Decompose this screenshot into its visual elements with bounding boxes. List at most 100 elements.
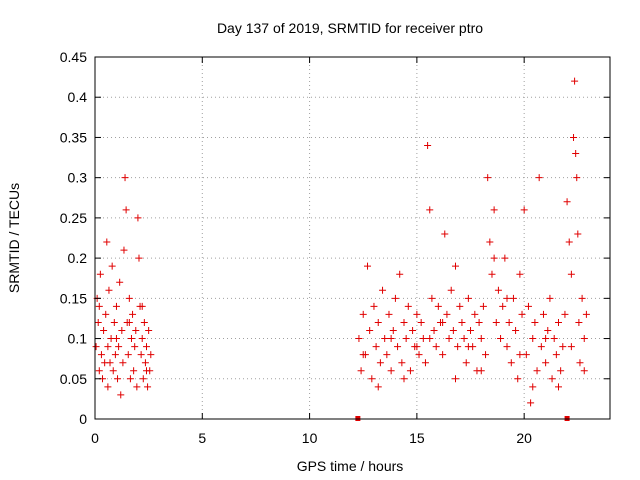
data-point <box>501 254 509 262</box>
data-point <box>103 238 111 246</box>
data-point <box>118 327 126 335</box>
data-point <box>396 270 404 278</box>
data-point <box>531 318 539 326</box>
data-point <box>552 351 560 359</box>
data-point <box>475 318 483 326</box>
data-point <box>514 375 522 383</box>
data-point <box>546 294 554 302</box>
data-point <box>443 310 451 318</box>
data-point <box>580 335 588 343</box>
axis-ticks: 0 0.05 0.1 0.15 0.2 0.25 0.3 0.35 0.4 0.45 0 5 10 15 2… <box>60 49 610 446</box>
data-point <box>364 262 372 270</box>
data-point <box>492 318 500 326</box>
data-point <box>567 270 575 278</box>
x-tick-label: 5 <box>198 430 206 446</box>
data-point <box>144 383 152 391</box>
data-point <box>505 318 513 326</box>
data-point <box>421 359 429 367</box>
data-point <box>139 375 147 383</box>
data-point <box>464 343 472 351</box>
data-point <box>387 335 395 343</box>
data-point <box>467 327 475 335</box>
data-point <box>366 327 374 335</box>
data-point <box>111 351 119 359</box>
data-point <box>512 327 520 335</box>
data-point <box>426 206 434 214</box>
data-point <box>439 351 447 359</box>
data-point <box>555 383 562 391</box>
data-point <box>95 302 103 310</box>
data-point <box>138 302 146 310</box>
data-point <box>125 318 133 326</box>
data-point <box>524 302 532 310</box>
data-point <box>138 335 146 343</box>
data-point <box>394 343 402 351</box>
data-point <box>578 294 586 302</box>
data-point <box>137 351 145 359</box>
data-point <box>376 359 384 367</box>
data-point <box>120 246 128 254</box>
data-point <box>143 367 150 375</box>
data-point <box>127 335 135 343</box>
data-point <box>413 343 421 351</box>
data-point <box>580 367 588 375</box>
data-point <box>527 399 535 407</box>
data-point <box>434 302 442 310</box>
data-point <box>542 359 550 367</box>
y-tick-label: 0.3 <box>68 170 88 186</box>
data-point <box>402 335 410 343</box>
data-point <box>124 351 132 359</box>
data-point <box>529 383 537 391</box>
data-point <box>134 214 142 222</box>
y-tick-label: 0.25 <box>60 210 87 226</box>
data-point <box>464 294 472 302</box>
data-point <box>141 359 149 367</box>
data-point <box>105 286 113 294</box>
data-point <box>406 367 414 375</box>
data-point <box>426 335 434 343</box>
data-point <box>570 133 578 141</box>
data-point <box>424 141 432 149</box>
data-point <box>428 294 436 302</box>
data-point <box>445 335 453 343</box>
data-point <box>582 310 590 318</box>
y-tick-label: 0.2 <box>68 250 88 266</box>
y-tick-label: 0.4 <box>68 89 88 105</box>
data-point <box>542 335 550 343</box>
data-point <box>140 318 148 326</box>
data-point <box>518 310 526 318</box>
data-point <box>548 375 556 383</box>
data-point <box>95 367 103 375</box>
data-point <box>387 367 395 375</box>
data-point <box>106 359 114 367</box>
data-point <box>110 318 118 326</box>
data-points <box>92 77 590 421</box>
grid-lines <box>95 57 610 419</box>
data-point <box>576 359 584 367</box>
data-point <box>121 174 129 182</box>
y-tick-label: 0.45 <box>60 49 87 65</box>
data-point <box>126 375 134 383</box>
data-point <box>488 270 496 278</box>
data-point <box>462 359 470 367</box>
data-point <box>574 230 582 238</box>
data-point <box>565 238 573 246</box>
data-point <box>379 286 387 294</box>
data-point <box>497 335 505 343</box>
data-point <box>573 174 581 182</box>
data-point <box>359 310 367 318</box>
data-point <box>516 351 524 359</box>
data-point <box>129 310 137 318</box>
data-point <box>430 327 438 335</box>
data-point <box>447 286 455 294</box>
data-point <box>109 367 117 375</box>
x-tick-label: 0 <box>91 430 99 446</box>
data-point <box>557 367 565 375</box>
data-point <box>370 302 378 310</box>
data-point <box>147 351 155 359</box>
data-point <box>398 359 406 367</box>
data-point <box>477 335 485 343</box>
data-point <box>441 230 449 238</box>
data-point <box>104 343 112 351</box>
data-point <box>572 150 580 158</box>
